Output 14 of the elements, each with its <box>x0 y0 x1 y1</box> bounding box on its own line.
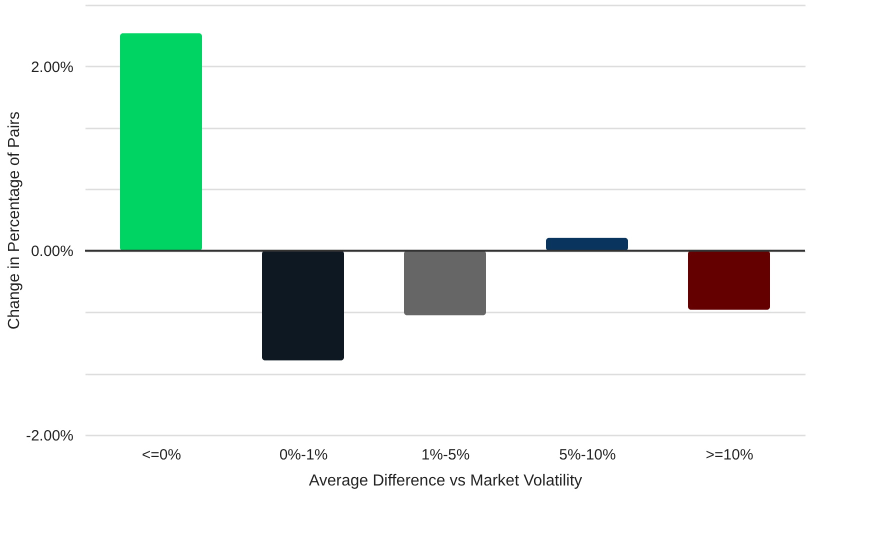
bar <box>688 250 770 310</box>
x-tick-label: 5%-10% <box>559 446 616 464</box>
x-tick-label: 0%-1% <box>279 446 328 464</box>
y-tick-label: 2.00% <box>30 58 74 76</box>
y-tick-label: 0.00% <box>30 243 74 260</box>
bar <box>404 250 486 316</box>
bar <box>262 250 344 360</box>
y-tick-label: -2.00% <box>26 428 74 444</box>
bar <box>120 33 202 251</box>
x-tick-label: <=0% <box>142 446 182 464</box>
x-tick-label: 1%-5% <box>421 446 470 464</box>
x-axis-title: Average Difference vs Market Volatility <box>308 472 582 490</box>
x-tick-label: >=10% <box>706 446 754 464</box>
y-axis-title: Change in Percentage of Pairs <box>6 112 23 330</box>
